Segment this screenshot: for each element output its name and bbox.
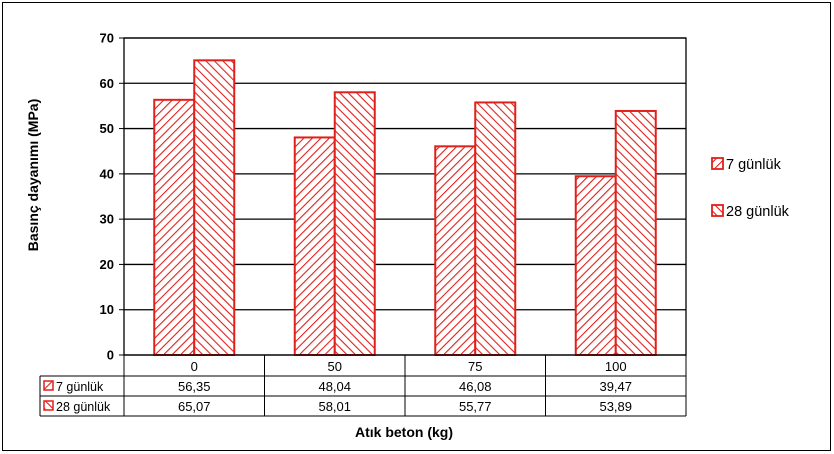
bar-28-day <box>193 59 236 356</box>
table-cell-value: 56,35 <box>178 379 211 394</box>
y-tick-label: 0 <box>107 348 114 363</box>
y-tick-label: 70 <box>100 31 114 46</box>
y-axis-label: Basınç dayanımı (MPa) <box>25 99 41 252</box>
data-table: 0 50 75 100 7 günlük 56,35 48,04 46,08 39,47 28 g… <box>39 355 687 417</box>
bar-7-day <box>574 175 617 356</box>
x-tick-label: 75 <box>468 359 482 374</box>
table-cell-value: 65,07 <box>178 399 211 414</box>
x-tick-label: 100 <box>605 359 627 374</box>
table-cell-value: 58,01 <box>318 399 351 414</box>
bar-7-day <box>293 136 336 356</box>
y-tick-label: 30 <box>100 212 114 227</box>
bar-7-day <box>153 98 196 356</box>
table-series-name: 7 günlük <box>56 380 104 394</box>
y-tick-label: 20 <box>100 257 114 272</box>
x-tick-label: 0 <box>191 359 198 374</box>
legend: 7 günlük 28 günlük <box>711 157 790 220</box>
table-legend-key <box>43 380 54 391</box>
bars <box>153 59 657 356</box>
legend-swatch <box>711 204 724 217</box>
legend-label: 7 günlük <box>726 157 782 173</box>
legend-swatch <box>711 157 724 170</box>
x-tick-label: 50 <box>328 359 342 374</box>
table-cell-value: 46,08 <box>459 379 492 394</box>
bar-28-day <box>333 91 376 356</box>
x-axis-label: Atık beton (kg) <box>355 424 453 440</box>
table-cell-value: 53,89 <box>599 399 632 414</box>
table-series-name: 28 günlük <box>56 400 111 414</box>
y-tick-label: 50 <box>100 121 114 136</box>
y-tick-label: 40 <box>100 166 114 181</box>
legend-label: 28 günlük <box>726 204 790 220</box>
y-tick-label: 10 <box>100 302 114 317</box>
y-tick-label: 60 <box>100 76 114 91</box>
bar-28-day <box>614 109 657 356</box>
bar-28-day <box>474 101 517 356</box>
bar-7-day <box>434 145 477 356</box>
table-cell-value: 48,04 <box>318 379 351 394</box>
table-cell-value: 39,47 <box>599 379 632 394</box>
table-legend-key <box>43 400 54 411</box>
table-cell-value: 55,77 <box>459 399 492 414</box>
